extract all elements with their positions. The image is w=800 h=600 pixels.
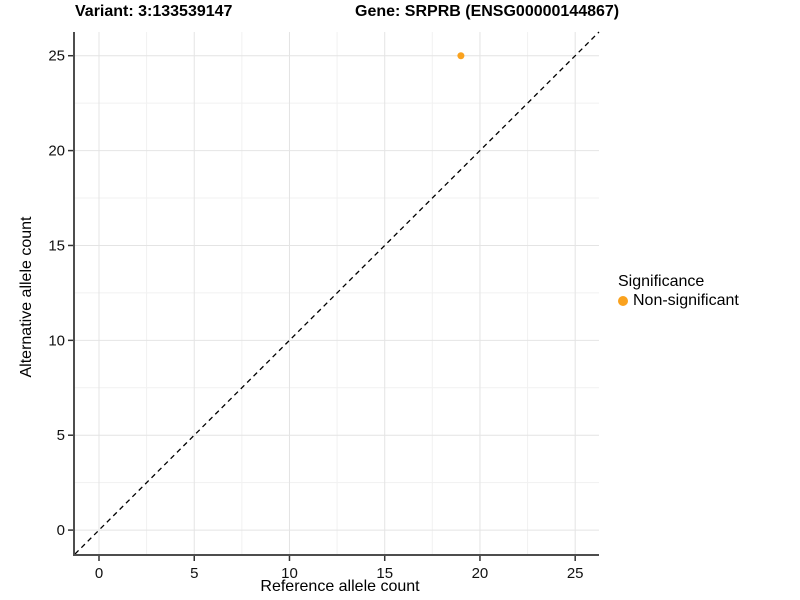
y-tick-label: 10	[48, 332, 65, 349]
legend-point-icon	[618, 295, 628, 306]
y-tick-label: 15	[48, 237, 65, 254]
legend-title: Significance	[618, 273, 705, 290]
variant-title: Variant: 3:133539147	[75, 3, 233, 20]
legend: Significance Non-significant	[618, 272, 739, 310]
x-axis-title: Reference allele count	[260, 578, 420, 595]
legend-item: Non-significant	[618, 291, 739, 310]
x-tick-label: 25	[567, 565, 584, 582]
gene-title: Gene: SRPRB (ENSG00000144867)	[355, 3, 620, 20]
x-tick-label: 0	[95, 565, 103, 582]
x-tick-label: 20	[472, 565, 489, 582]
legend-item-label: Non-significant	[633, 292, 739, 309]
y-axis-title: Alternative allele count	[18, 216, 35, 378]
identity-reference-line	[74, 31, 600, 555]
y-tick-label: 25	[48, 48, 65, 65]
y-tick-label: 20	[48, 143, 65, 160]
x-tick-label: 10	[281, 565, 298, 582]
x-tick-label: 5	[190, 565, 198, 582]
y-tick-label: 0	[57, 522, 65, 539]
y-tick-label: 5	[57, 427, 65, 444]
x-tick-label: 15	[376, 565, 393, 582]
data-point	[457, 52, 465, 60]
